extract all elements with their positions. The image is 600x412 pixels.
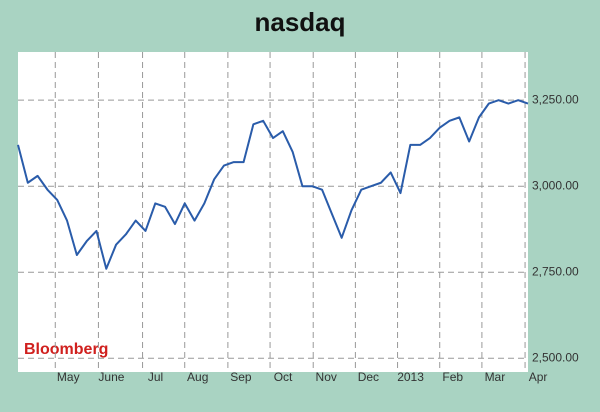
- x-tick-label: Oct: [274, 370, 293, 384]
- y-tick-label: 2,500.00: [532, 350, 579, 364]
- x-tick-label: Sep: [230, 370, 252, 384]
- plot-area: [18, 52, 528, 372]
- x-tick-label: Aug: [187, 370, 208, 384]
- x-tick-label: June: [98, 370, 124, 384]
- chart-title: nasdaq: [254, 7, 345, 37]
- x-tick-label: 2013: [397, 370, 424, 384]
- x-tick-label: Jul: [148, 370, 163, 384]
- x-tick-label: Apr: [529, 370, 548, 384]
- y-tick-label: 3,250.00: [532, 92, 579, 106]
- data-line: [17, 99, 529, 270]
- x-tick-label: May: [57, 370, 80, 384]
- x-tick-label: Dec: [358, 370, 379, 384]
- y-tick-label: 3,000.00: [532, 178, 579, 192]
- x-tick-label: Feb: [442, 370, 463, 384]
- x-tick-label: Nov: [316, 370, 337, 384]
- annotation: Bloomberg: [24, 341, 108, 358]
- y-tick-label: 2,750.00: [532, 264, 579, 278]
- x-tick-label: Mar: [485, 370, 506, 384]
